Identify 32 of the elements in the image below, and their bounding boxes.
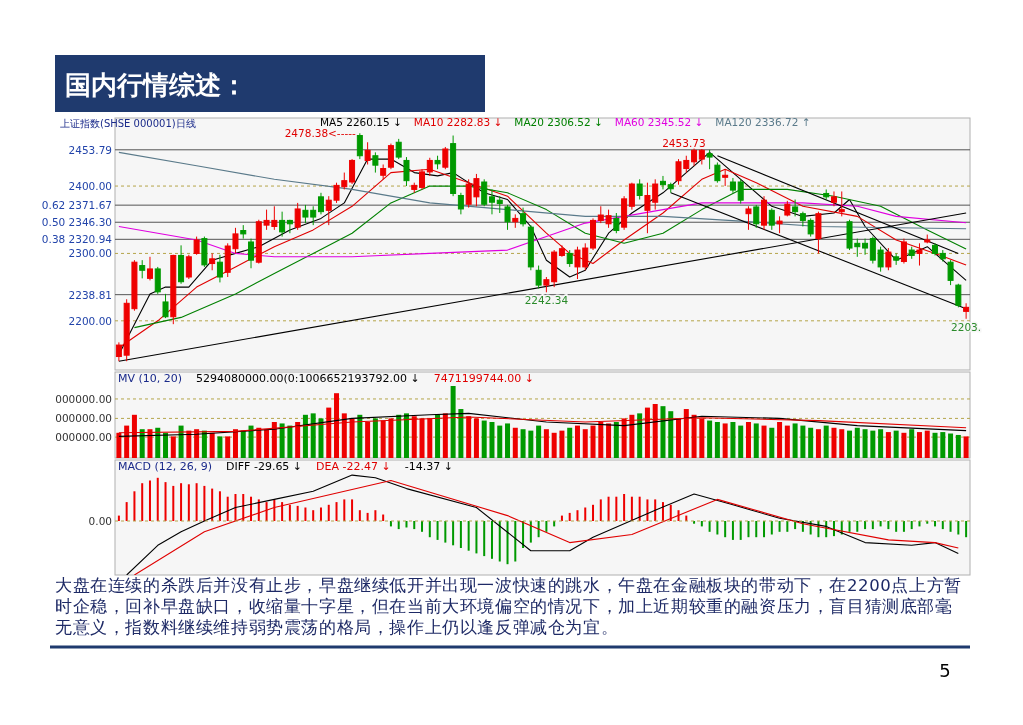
y-tick-label: 0.50 2346.30: [41, 216, 112, 229]
annotation: 2242.34: [524, 294, 569, 307]
text: MA20 2306.52 ↓: [514, 116, 603, 128]
text: MA10 2282.83 ↓: [413, 116, 503, 128]
y-tick-label: 2238.81: [68, 288, 112, 301]
text: 5: [939, 660, 951, 681]
text: MA120 2336.72 ↑: [715, 116, 811, 128]
annotation: 2478.38<-----: [284, 127, 357, 140]
y-tick-label: 2300.00: [68, 247, 112, 260]
chart-subtitle: 上证指数(SHSE 000001)日线: [60, 118, 196, 129]
text: MA60 2345.52 ↓: [614, 116, 704, 128]
y-tick-label: 2400.00: [68, 180, 112, 193]
chart-title: MV (10, 20): [118, 372, 183, 385]
series-label: DEA -22.47 ↓: [316, 460, 391, 473]
chart-title: MACD (12, 26, 9): [118, 460, 213, 473]
y-tick-label: 0.62 2371.67: [41, 199, 112, 212]
text: 5294080000.00(0:1006652193792.00 ↓: [196, 372, 420, 385]
text: 大盘在连续的杀跌后并没有止步，早盘继续低开并出现一波快速的跳水，午盘在金融板块的带动下，在2200点上方暂时企稳，回补早盘缺口，收缩量十字星，但在当前大环境偏空的情况下，加上近期较重的融资压力，盲目猜测底部毫无意义，指数料继续维持弱势震荡的格局，操作上仍以逢反弹减仓为宜。: [55, 575, 963, 638]
text: 7471199744.00 ↓: [433, 372, 534, 385]
text: 000000.00: [55, 412, 112, 425]
text: 000000.00: [55, 431, 112, 444]
text: 000000.00: [55, 392, 112, 405]
text: MA5 2260.15 ↓: [320, 116, 402, 128]
annotation: 2203.: [951, 320, 982, 333]
chart-title: 国内行情综述：: [65, 70, 247, 100]
annotation: 2453.73: [662, 136, 706, 149]
y-tick-label: 2200.00: [68, 314, 112, 327]
ref-line-label: 0.00: [88, 515, 112, 527]
text: -14.37 ↓: [404, 460, 453, 473]
series-label: DIFF -29.65 ↓: [226, 460, 303, 473]
y-tick-label: 0.38 2320.94: [41, 233, 113, 246]
y-tick-label: 2453.79: [68, 143, 112, 156]
